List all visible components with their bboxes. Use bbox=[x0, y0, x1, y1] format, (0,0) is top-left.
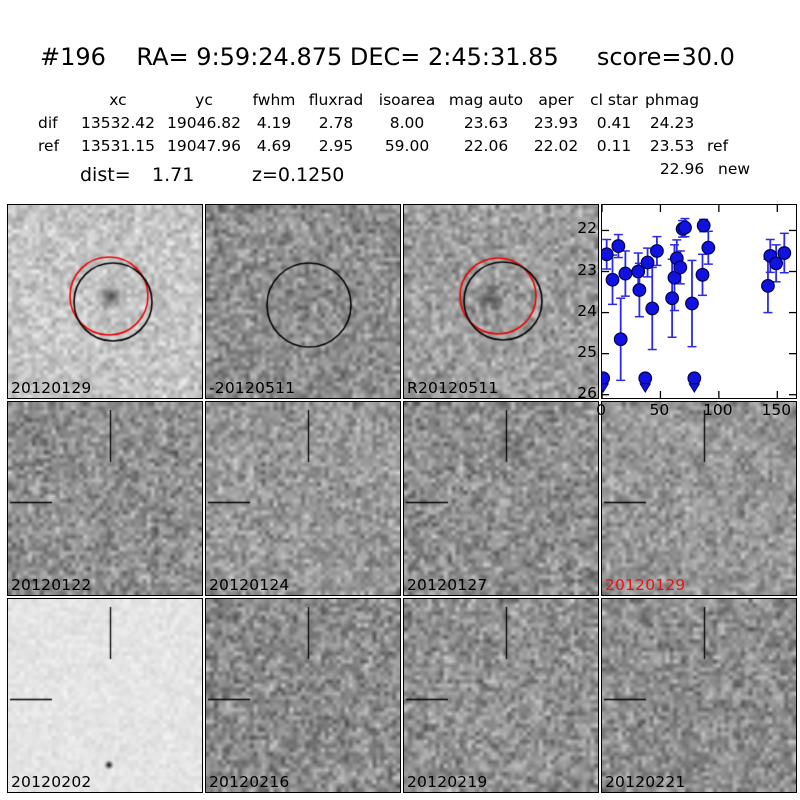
cutout-image bbox=[8, 402, 202, 595]
cutout-epoch-20120202: 20120202 bbox=[7, 598, 203, 793]
cutout-epoch-20120124: 20120124 bbox=[205, 401, 401, 596]
table-cell: 0.41 bbox=[596, 114, 632, 132]
redshift-value: z=0.1250 bbox=[252, 164, 345, 186]
cutout-date-label-current: 20120129 bbox=[605, 576, 686, 595]
col-header-yc: yc bbox=[195, 91, 213, 109]
col-header-mag-auto: mag auto bbox=[448, 91, 524, 109]
plot-ytick-label: 24 bbox=[577, 301, 597, 320]
table-cell: 13532.42 bbox=[81, 114, 155, 132]
cutout-date-label: 20120216 bbox=[209, 773, 290, 792]
cutout-image bbox=[404, 205, 598, 398]
table-cell: 23.63 bbox=[463, 114, 509, 132]
cutout-epoch-20120122: 20120122 bbox=[7, 401, 203, 596]
plot-ytick-label: 25 bbox=[577, 342, 597, 361]
cutout-date-label: 20120202 bbox=[11, 773, 92, 792]
table-cell: 22.02 bbox=[533, 137, 579, 155]
plot-xtick-label: 100 bbox=[703, 401, 733, 419]
dist-label: dist= bbox=[80, 164, 131, 186]
col-header-fluxrad: fluxrad bbox=[308, 91, 364, 109]
plot-xtick-label: 150 bbox=[761, 401, 792, 419]
table-cell: 23.93 bbox=[533, 114, 579, 132]
plot-ytick-label: 26 bbox=[577, 383, 597, 402]
table-cell bbox=[38, 91, 72, 109]
cutout-image bbox=[206, 205, 400, 398]
col-header-isoarea: isoarea bbox=[378, 91, 436, 109]
plot-ytick-label: 23 bbox=[577, 260, 597, 279]
col-header-xc: xc bbox=[109, 91, 127, 109]
lightcurve-panel bbox=[596, 204, 797, 399]
table-cell: 4.69 bbox=[256, 137, 292, 155]
table-cell: 13531.15 bbox=[81, 137, 155, 155]
dist-value: 1.71 bbox=[152, 164, 195, 186]
table-cell: 2.78 bbox=[318, 114, 354, 132]
cutout-new-20120129: 20120129 bbox=[7, 204, 203, 399]
col-header-phmag: phmag bbox=[644, 91, 700, 109]
table-cell bbox=[702, 114, 750, 132]
cutout-date-label: 20120127 bbox=[407, 576, 488, 595]
plot-ytick-label: 22 bbox=[577, 219, 597, 238]
cutout-image bbox=[602, 402, 796, 595]
cutout-date-label: -20120511 bbox=[209, 379, 296, 398]
cutout-date-label: R20120511 bbox=[407, 379, 499, 398]
cutout-image bbox=[602, 599, 796, 792]
page-title: #196 RA= 9:59:24.875 DEC= 2:45:31.85 sco… bbox=[40, 43, 735, 71]
phmag-new-value: 22.96 bbox=[659, 160, 705, 178]
cutout-date-label: 20120124 bbox=[209, 576, 290, 595]
table-cell: 59.00 bbox=[384, 137, 430, 155]
cutout-date-label: 20120219 bbox=[407, 773, 488, 792]
col-header-cl-star: cl star bbox=[590, 91, 638, 109]
table-cell: 2.95 bbox=[318, 137, 354, 155]
plot-xtick-label: 50 bbox=[649, 401, 670, 419]
row-label: dif bbox=[38, 114, 58, 132]
table-cell: 8.00 bbox=[389, 114, 425, 132]
cutout-sub-20120511: -20120511 bbox=[205, 204, 401, 399]
cutout-epoch-20120129-current: 20120129 bbox=[601, 401, 797, 596]
cutout-image bbox=[8, 599, 202, 792]
cutout-image bbox=[206, 402, 400, 595]
table-row-dif: dif 13532.42 19046.82 4.19 2.78 8.00 23.… bbox=[38, 114, 750, 132]
cutout-image bbox=[206, 599, 400, 792]
table-cell: 0.11 bbox=[596, 137, 632, 155]
col-header-fwhm: fwhm bbox=[252, 91, 296, 109]
table-cell: ref bbox=[707, 137, 729, 155]
phmag-new-row: 22.96 new bbox=[652, 160, 750, 178]
row-label: ref bbox=[38, 137, 60, 155]
table-cell bbox=[702, 91, 750, 109]
table-header-row: xc yc fwhm fluxrad isoarea mag auto aper… bbox=[38, 91, 750, 109]
cutout-epoch-20120216: 20120216 bbox=[205, 598, 401, 793]
cutout-date-label: 20120122 bbox=[11, 576, 92, 595]
cutout-epoch-20120221: 20120221 bbox=[601, 598, 797, 793]
cutout-epoch-20120219: 20120219 bbox=[403, 598, 599, 793]
table-cell: 24.23 bbox=[649, 114, 695, 132]
cutout-ref-20120511: R20120511 bbox=[403, 204, 599, 399]
col-header-aper: aper bbox=[538, 91, 574, 109]
table-cell: 19047.96 bbox=[167, 137, 241, 155]
table-cell: 19046.82 bbox=[167, 114, 241, 132]
table-row-ref: ref 13531.15 19047.96 4.69 2.95 59.00 22… bbox=[38, 137, 750, 155]
cutout-date-label: 20120221 bbox=[605, 773, 686, 792]
table-cell: 23.53 bbox=[649, 137, 695, 155]
plot-xtick-label: 0 bbox=[596, 401, 606, 419]
cutout-date-label: 20120129 bbox=[11, 379, 92, 398]
phmag-new-suffix: new bbox=[718, 160, 751, 178]
table-cell: 22.06 bbox=[463, 137, 509, 155]
lightcurve-svg bbox=[596, 205, 796, 398]
cutout-image bbox=[404, 599, 598, 792]
table-cell: 4.19 bbox=[256, 114, 292, 132]
cutout-image bbox=[404, 402, 598, 595]
cutout-image bbox=[8, 205, 202, 398]
cutout-epoch-20120127: 20120127 bbox=[403, 401, 599, 596]
